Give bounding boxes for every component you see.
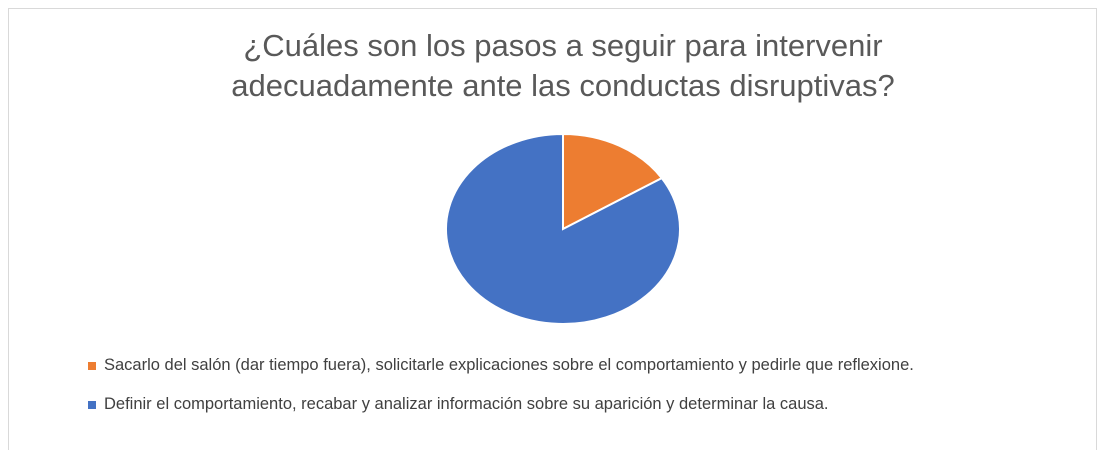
legend: Sacarlo del salón (dar tiempo fuera), so… xyxy=(88,354,1068,432)
legend-label: Sacarlo del salón (dar tiempo fuera), so… xyxy=(104,356,914,374)
chart-title: ¿Cuáles son los pasos a seguir para inte… xyxy=(231,28,895,103)
pie-slice xyxy=(562,132,664,231)
legend-item: Sacarlo del salón (dar tiempo fuera), so… xyxy=(88,354,1068,376)
legend-swatch xyxy=(88,362,96,370)
legend-item: Definir el comportamiento, recabar y ana… xyxy=(88,393,1068,415)
legend-swatch xyxy=(88,401,96,409)
chart-border xyxy=(8,8,1097,450)
pie-slice xyxy=(445,132,681,325)
pie xyxy=(445,132,681,325)
legend-label: Definir el comportamiento, recabar y ana… xyxy=(104,395,829,413)
